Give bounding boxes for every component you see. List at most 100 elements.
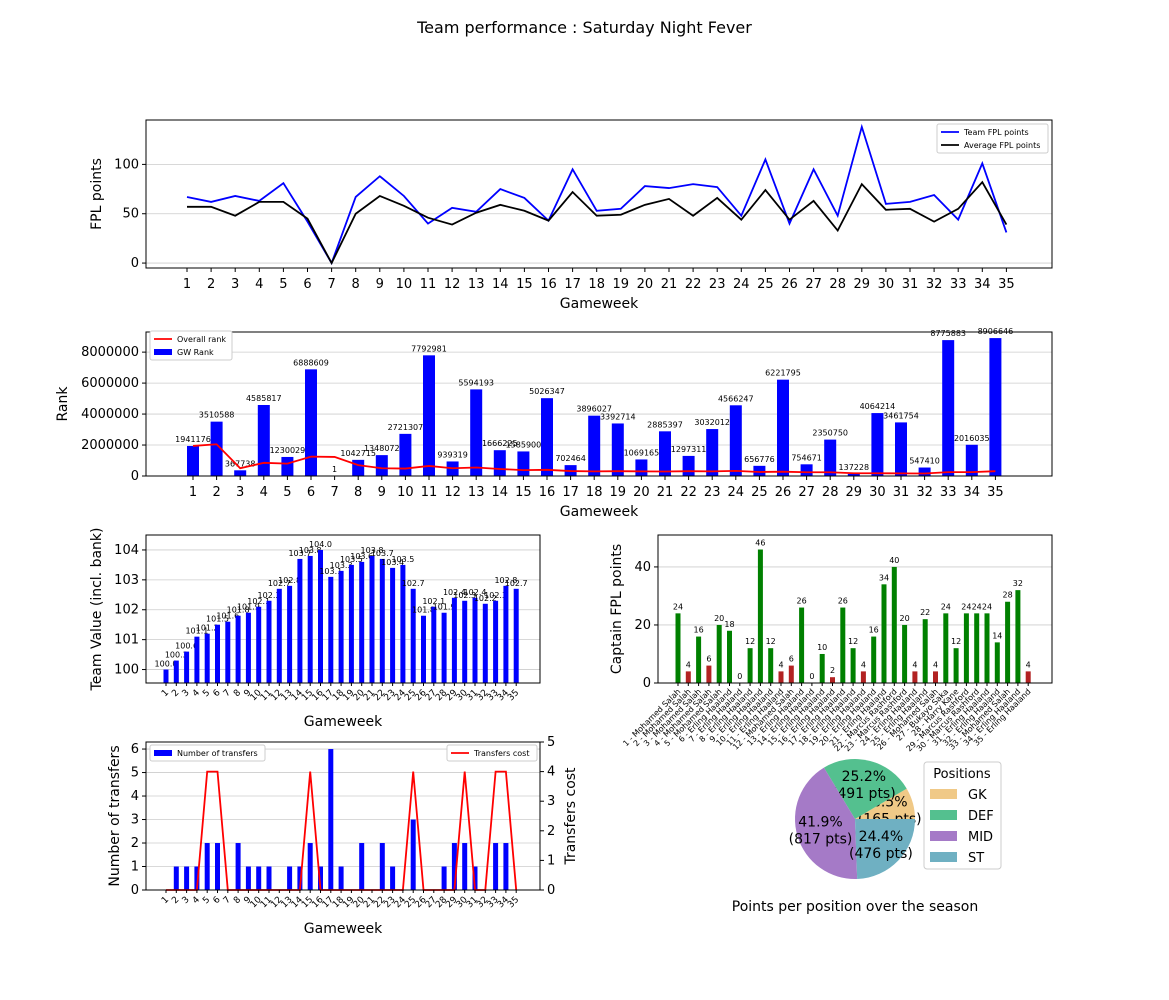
rank-bar-label: 754671 xyxy=(791,453,822,462)
rank-bar-label: 7792981 xyxy=(411,344,447,353)
value-bar-label: 103.4 xyxy=(381,558,404,567)
y-tick-label: 0 xyxy=(643,676,651,691)
rank-bar xyxy=(375,455,388,476)
pie-title: Points per position over the season xyxy=(732,899,978,915)
captain-bar-label: 4 xyxy=(933,660,938,669)
captain-bar xyxy=(902,624,908,683)
legend-box xyxy=(149,744,266,762)
captain-bar-label: 4 xyxy=(686,660,691,669)
value-bar xyxy=(348,564,354,683)
x-tick-label: 4 xyxy=(191,895,202,906)
y-tick-label: 0 xyxy=(131,883,139,898)
y-tick-label: 100 xyxy=(114,157,139,172)
value-bar-label: 102.3 xyxy=(484,591,507,600)
value-bar xyxy=(493,600,499,683)
value-bar-label: 101.9 xyxy=(433,603,456,612)
rank-bar-label: 4566247 xyxy=(718,394,754,403)
rank-bar xyxy=(257,404,270,476)
captain-bar-label: 0 xyxy=(809,672,814,681)
x-tick-label: 35 xyxy=(987,485,1004,500)
captain-bar xyxy=(922,619,928,683)
value-bar-label: 103.1 xyxy=(319,567,342,576)
x-tick-label: 20 xyxy=(633,485,650,500)
rank-bar xyxy=(234,470,247,476)
x-tick-label: 35 xyxy=(506,688,521,703)
captain-bar-label: 20 xyxy=(900,614,910,623)
value-bar-label: 102.8 xyxy=(494,576,517,585)
value-bar-label: 102.2 xyxy=(474,594,497,603)
x-tick-label: 13 xyxy=(468,277,485,292)
value-bar xyxy=(297,558,303,683)
transfers-bar xyxy=(472,866,478,890)
value-bar-label: 102.4 xyxy=(443,588,466,597)
captain-bar xyxy=(871,636,877,683)
transfers-bar xyxy=(215,843,220,890)
value-bar-label: 103.7 xyxy=(288,549,311,558)
axes-frame xyxy=(145,534,541,684)
x-tick-label: 28 xyxy=(829,277,846,292)
captain-bar xyxy=(994,642,1000,683)
captain-bar-label: 20 xyxy=(714,614,724,623)
legend: Number of transfers xyxy=(149,744,266,762)
rank-bar-label: 1230029 xyxy=(270,446,306,455)
x-tick-label: 24 xyxy=(733,277,750,292)
x-tick-label: 9 xyxy=(242,688,253,699)
captain-bar-label: 4 xyxy=(912,660,917,669)
captain-bar xyxy=(974,613,980,683)
x-tick-label: 8 xyxy=(354,485,362,500)
captain-bar-label: 12 xyxy=(766,637,776,646)
y-tick-label: 4000000 xyxy=(81,407,139,422)
x-tick-label: 9 xyxy=(242,895,253,906)
value-bar xyxy=(462,600,468,683)
rank-bar-label: 4064214 xyxy=(860,402,896,411)
rank-bar xyxy=(659,431,671,476)
x-tick-label: 32 xyxy=(916,485,933,500)
transfers-bar xyxy=(328,749,334,890)
x-tick-label: 1 xyxy=(160,688,171,699)
y-axis-label: Number of transfers xyxy=(107,745,123,886)
value-bar xyxy=(215,624,220,683)
transfers-bar xyxy=(256,866,262,890)
axes-frame xyxy=(145,331,1053,477)
pie-slice xyxy=(855,819,916,879)
x-tick-label: 26 xyxy=(775,485,792,500)
captain-bar-label: 24 xyxy=(961,602,971,611)
captain-bar xyxy=(1005,601,1011,683)
pie-percent-label: 25.2% xyxy=(842,769,886,785)
rank-bar-label: 1348072 xyxy=(364,444,400,453)
y-tick-label: 20 xyxy=(634,618,651,633)
captain-bar xyxy=(830,677,835,683)
figure-title: Team performance : Saturday Night Fever xyxy=(417,18,752,37)
value-bar-label: 101.8 xyxy=(412,606,435,615)
rank-bar-label: 3461754 xyxy=(883,411,919,420)
x-tick-label: 14 xyxy=(492,485,509,500)
x-tick-label: 6 xyxy=(211,895,222,906)
x-tick-label: 14 xyxy=(492,277,509,292)
captain-bar-label: 40 xyxy=(889,556,899,565)
y-right-axis-label: Transfers cost xyxy=(563,767,579,866)
value-bar xyxy=(318,549,323,683)
value-bar-label: 101.9 xyxy=(237,603,260,612)
legend-label: GK xyxy=(968,788,987,803)
axes-frame xyxy=(145,741,541,891)
transfers-bar xyxy=(503,843,509,890)
x-tick-label: 6 xyxy=(307,485,315,500)
y-right-tick-label: 5 xyxy=(547,735,555,750)
x-tick-label: 7 xyxy=(222,895,233,906)
x-tick-label: 12 xyxy=(444,277,461,292)
y-tick-label: 6000000 xyxy=(81,376,139,391)
y-tick-label: 2 xyxy=(131,836,139,851)
value-bar-label: 102.1 xyxy=(422,597,445,606)
x-tick-label: 13 xyxy=(468,485,485,500)
captain-bar-label: 16 xyxy=(869,626,879,635)
rank-bar xyxy=(965,444,978,476)
rank-bar xyxy=(423,355,435,476)
transfers-bar xyxy=(297,866,303,890)
captain-bar-label: 0 xyxy=(737,672,742,681)
x-tick-label: 32 xyxy=(926,277,943,292)
rank-bar xyxy=(847,473,860,476)
y-tick-label: 4 xyxy=(131,789,139,804)
rank-bar xyxy=(729,405,742,476)
captain-bar xyxy=(788,665,794,683)
